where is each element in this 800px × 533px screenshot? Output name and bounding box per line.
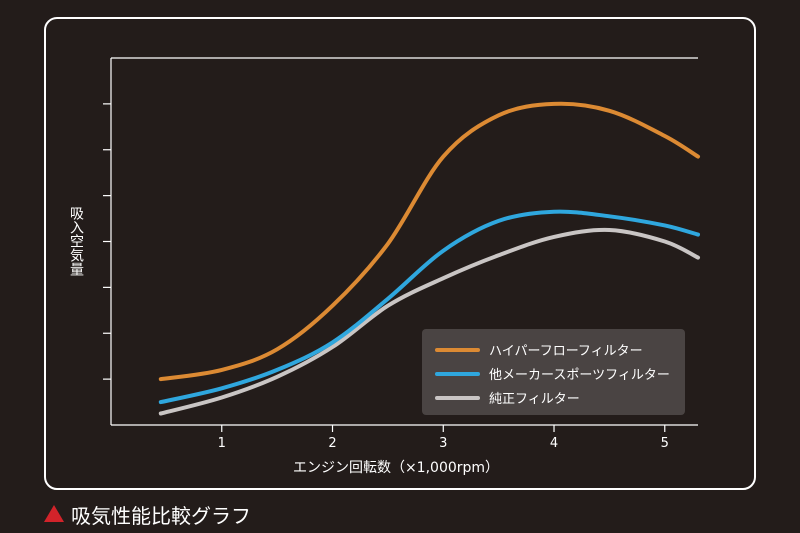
x-tick-label: 5 (661, 436, 669, 451)
x-tick-label: 3 (439, 436, 447, 451)
x-tick-label: 4 (550, 436, 558, 451)
y-axis-label: 吸入空気量 (68, 206, 84, 276)
caption: 吸気性能比較グラフ (71, 504, 251, 528)
x-tick-label: 1 (218, 436, 226, 451)
x-axis-label: エンジン回転数（×1,000rpm） (293, 460, 499, 476)
series-line-2 (158, 227, 700, 416)
legend-label-0: ハイパーフローフィルター (489, 344, 643, 359)
legend-box (422, 329, 685, 415)
caption-marker-icon (44, 505, 64, 522)
x-ticks: 1 2 3 4 5 (218, 425, 669, 451)
legend-label-2: 純正フィルター (489, 392, 580, 407)
series-line-1 (158, 209, 700, 405)
legend-label-1: 他メーカースポーツフィルター (489, 368, 670, 383)
y-ticks (103, 103, 111, 380)
series-line-0 (158, 101, 700, 382)
outer-frame (44, 17, 756, 490)
series-lines (158, 101, 700, 416)
x-tick-label: 2 (328, 436, 336, 451)
